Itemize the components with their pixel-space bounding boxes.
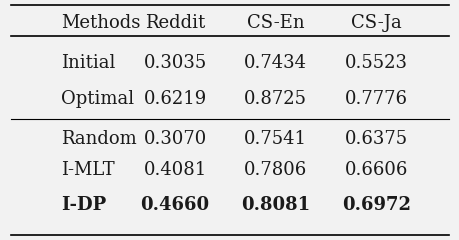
Text: 0.7806: 0.7806 xyxy=(244,161,307,179)
Text: 0.4081: 0.4081 xyxy=(143,161,206,179)
Text: 0.4660: 0.4660 xyxy=(140,196,209,214)
Text: 0.8081: 0.8081 xyxy=(241,196,310,214)
Text: 0.3035: 0.3035 xyxy=(143,54,206,72)
Text: Random: Random xyxy=(61,130,136,148)
Text: Optimal: Optimal xyxy=(61,90,134,108)
Text: I-DP: I-DP xyxy=(61,196,106,214)
Text: 0.7776: 0.7776 xyxy=(344,90,407,108)
Text: Methods: Methods xyxy=(61,14,140,32)
Text: CS-Ja: CS-Ja xyxy=(350,14,401,32)
Text: 0.8725: 0.8725 xyxy=(244,90,307,108)
Text: 0.7434: 0.7434 xyxy=(244,54,307,72)
Text: 0.6219: 0.6219 xyxy=(143,90,206,108)
Text: 0.3070: 0.3070 xyxy=(143,130,206,148)
Text: Reddit: Reddit xyxy=(145,14,205,32)
Text: 0.7541: 0.7541 xyxy=(244,130,307,148)
Text: CS-En: CS-En xyxy=(246,14,304,32)
Text: Initial: Initial xyxy=(61,54,115,72)
Text: I-MLT: I-MLT xyxy=(61,161,114,179)
Text: 0.5523: 0.5523 xyxy=(344,54,407,72)
Text: 0.6375: 0.6375 xyxy=(344,130,407,148)
Text: 0.6606: 0.6606 xyxy=(344,161,407,179)
Text: 0.6972: 0.6972 xyxy=(341,196,410,214)
